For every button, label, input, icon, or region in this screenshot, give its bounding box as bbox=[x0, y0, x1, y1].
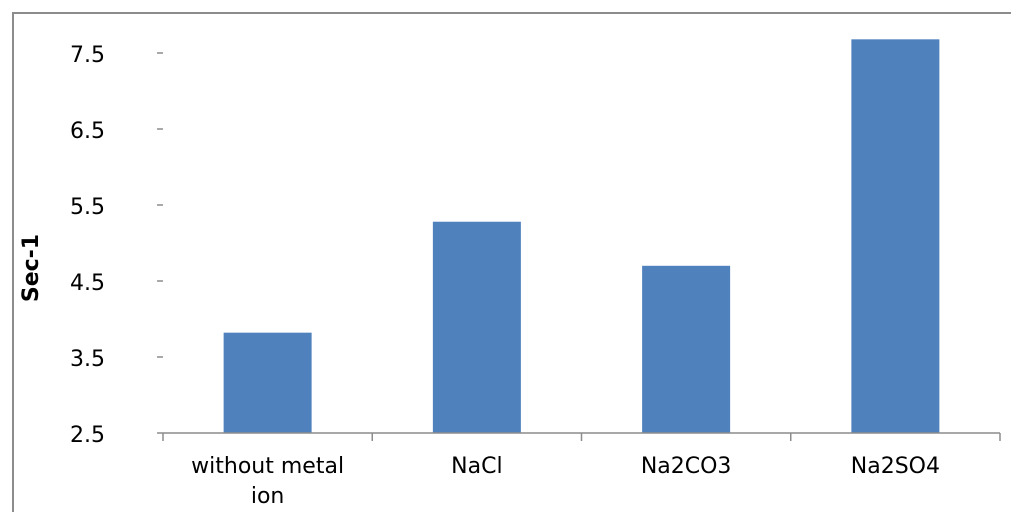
bar-na2co3 bbox=[642, 265, 731, 433]
y-axis-ticks bbox=[157, 52, 163, 434]
y-tick-label: 6.5 bbox=[70, 119, 105, 144]
bar-without-metal-ion bbox=[223, 332, 312, 433]
x-tick-label-line: ion bbox=[251, 484, 285, 509]
x-tick-label: NaCl bbox=[451, 454, 502, 479]
y-tick-label: 3.5 bbox=[70, 347, 105, 372]
x-tick-label-line: NaCl bbox=[451, 454, 502, 479]
y-axis-label: Sec-1 bbox=[19, 234, 44, 302]
x-axis-ticks bbox=[162, 433, 1001, 441]
chart-frame bbox=[12, 12, 1011, 512]
x-axis-tick-labels: without metal ion NaCl Na2CO3 Na2SO4 bbox=[191, 454, 940, 509]
y-tick-label: 5.5 bbox=[70, 195, 105, 220]
y-tick-label: 7.5 bbox=[70, 43, 105, 68]
y-tick-label: 4.5 bbox=[70, 271, 105, 296]
x-tick-label: without metal ion bbox=[191, 454, 344, 509]
x-tick-label-line: without metal bbox=[191, 454, 344, 479]
x-tick-label-line: Na2CO3 bbox=[641, 454, 732, 479]
x-tick-label-line: Na2SO4 bbox=[851, 454, 940, 479]
bars bbox=[223, 39, 940, 433]
x-tick-label: Na2CO3 bbox=[641, 454, 732, 479]
bar-nacl bbox=[432, 221, 521, 433]
bar-na2so4 bbox=[851, 39, 940, 433]
y-tick-label: 2.5 bbox=[70, 423, 105, 448]
y-axis-tick-labels: 2.5 3.5 4.5 5.5 6.5 7.5 bbox=[70, 43, 105, 448]
x-tick-label: Na2SO4 bbox=[851, 454, 940, 479]
